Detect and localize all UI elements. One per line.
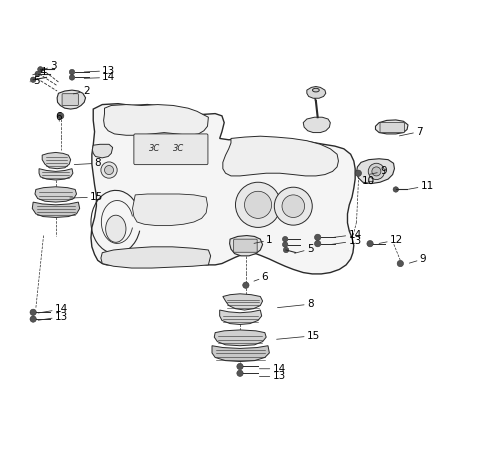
Text: 14: 14 xyxy=(38,304,68,314)
Polygon shape xyxy=(35,187,76,202)
Text: 13: 13 xyxy=(332,236,361,246)
Circle shape xyxy=(282,236,288,242)
Polygon shape xyxy=(307,87,326,98)
Circle shape xyxy=(314,234,321,241)
Text: 9: 9 xyxy=(370,166,386,176)
Circle shape xyxy=(397,260,404,267)
Polygon shape xyxy=(229,236,263,256)
Text: 13: 13 xyxy=(260,371,286,381)
Polygon shape xyxy=(223,136,338,176)
Text: 12: 12 xyxy=(379,235,403,245)
Text: 5: 5 xyxy=(295,244,313,254)
Circle shape xyxy=(368,163,384,179)
Text: 5: 5 xyxy=(30,76,40,86)
Polygon shape xyxy=(214,330,266,346)
Circle shape xyxy=(237,363,243,370)
Polygon shape xyxy=(375,120,408,134)
Text: 4: 4 xyxy=(33,67,46,77)
Circle shape xyxy=(243,282,249,289)
Circle shape xyxy=(30,77,36,82)
Ellipse shape xyxy=(106,215,126,242)
Text: 6: 6 xyxy=(56,112,62,122)
Text: 7: 7 xyxy=(399,127,423,137)
Polygon shape xyxy=(32,202,80,217)
Polygon shape xyxy=(57,90,85,109)
Circle shape xyxy=(314,241,321,247)
Circle shape xyxy=(282,242,288,247)
Circle shape xyxy=(37,67,43,72)
FancyBboxPatch shape xyxy=(234,239,257,252)
Polygon shape xyxy=(39,169,73,180)
Text: 14: 14 xyxy=(332,230,361,240)
FancyBboxPatch shape xyxy=(62,94,78,106)
Circle shape xyxy=(30,309,36,315)
Text: 15: 15 xyxy=(276,331,320,341)
Polygon shape xyxy=(92,145,113,158)
Circle shape xyxy=(69,75,75,80)
Polygon shape xyxy=(223,294,263,310)
Polygon shape xyxy=(91,104,355,274)
Text: 11: 11 xyxy=(408,181,434,191)
Text: 9: 9 xyxy=(409,254,426,264)
Circle shape xyxy=(35,71,40,77)
Circle shape xyxy=(101,162,117,178)
Text: 1: 1 xyxy=(254,235,273,245)
Circle shape xyxy=(355,170,361,176)
Circle shape xyxy=(69,69,75,75)
Polygon shape xyxy=(220,310,262,324)
Text: 13: 13 xyxy=(38,312,68,322)
Polygon shape xyxy=(212,346,269,361)
Circle shape xyxy=(283,247,289,253)
Circle shape xyxy=(236,182,281,227)
FancyBboxPatch shape xyxy=(134,134,208,164)
Polygon shape xyxy=(104,105,208,135)
Circle shape xyxy=(282,195,305,217)
Text: 14: 14 xyxy=(84,72,116,82)
Text: 2: 2 xyxy=(73,86,89,96)
Text: 13: 13 xyxy=(84,66,116,76)
Text: 3: 3 xyxy=(40,61,57,71)
Polygon shape xyxy=(132,194,207,226)
Circle shape xyxy=(237,370,243,376)
Text: 3C: 3C xyxy=(149,145,161,153)
Circle shape xyxy=(372,167,381,176)
Text: 8: 8 xyxy=(277,299,313,309)
Text: 8: 8 xyxy=(74,158,101,168)
Circle shape xyxy=(367,241,373,247)
Polygon shape xyxy=(42,153,71,169)
Text: 14: 14 xyxy=(260,364,286,374)
FancyBboxPatch shape xyxy=(380,123,404,133)
Circle shape xyxy=(393,187,398,192)
Circle shape xyxy=(30,316,36,322)
Polygon shape xyxy=(101,247,211,268)
Circle shape xyxy=(105,165,114,174)
Circle shape xyxy=(58,113,64,119)
Circle shape xyxy=(275,187,312,225)
Text: 6: 6 xyxy=(254,272,268,282)
Text: 15: 15 xyxy=(70,192,103,202)
Text: 3C: 3C xyxy=(173,145,185,153)
Ellipse shape xyxy=(312,88,319,92)
Text: 10: 10 xyxy=(362,176,375,186)
Polygon shape xyxy=(303,117,330,133)
Circle shape xyxy=(244,191,272,218)
Polygon shape xyxy=(357,159,395,183)
